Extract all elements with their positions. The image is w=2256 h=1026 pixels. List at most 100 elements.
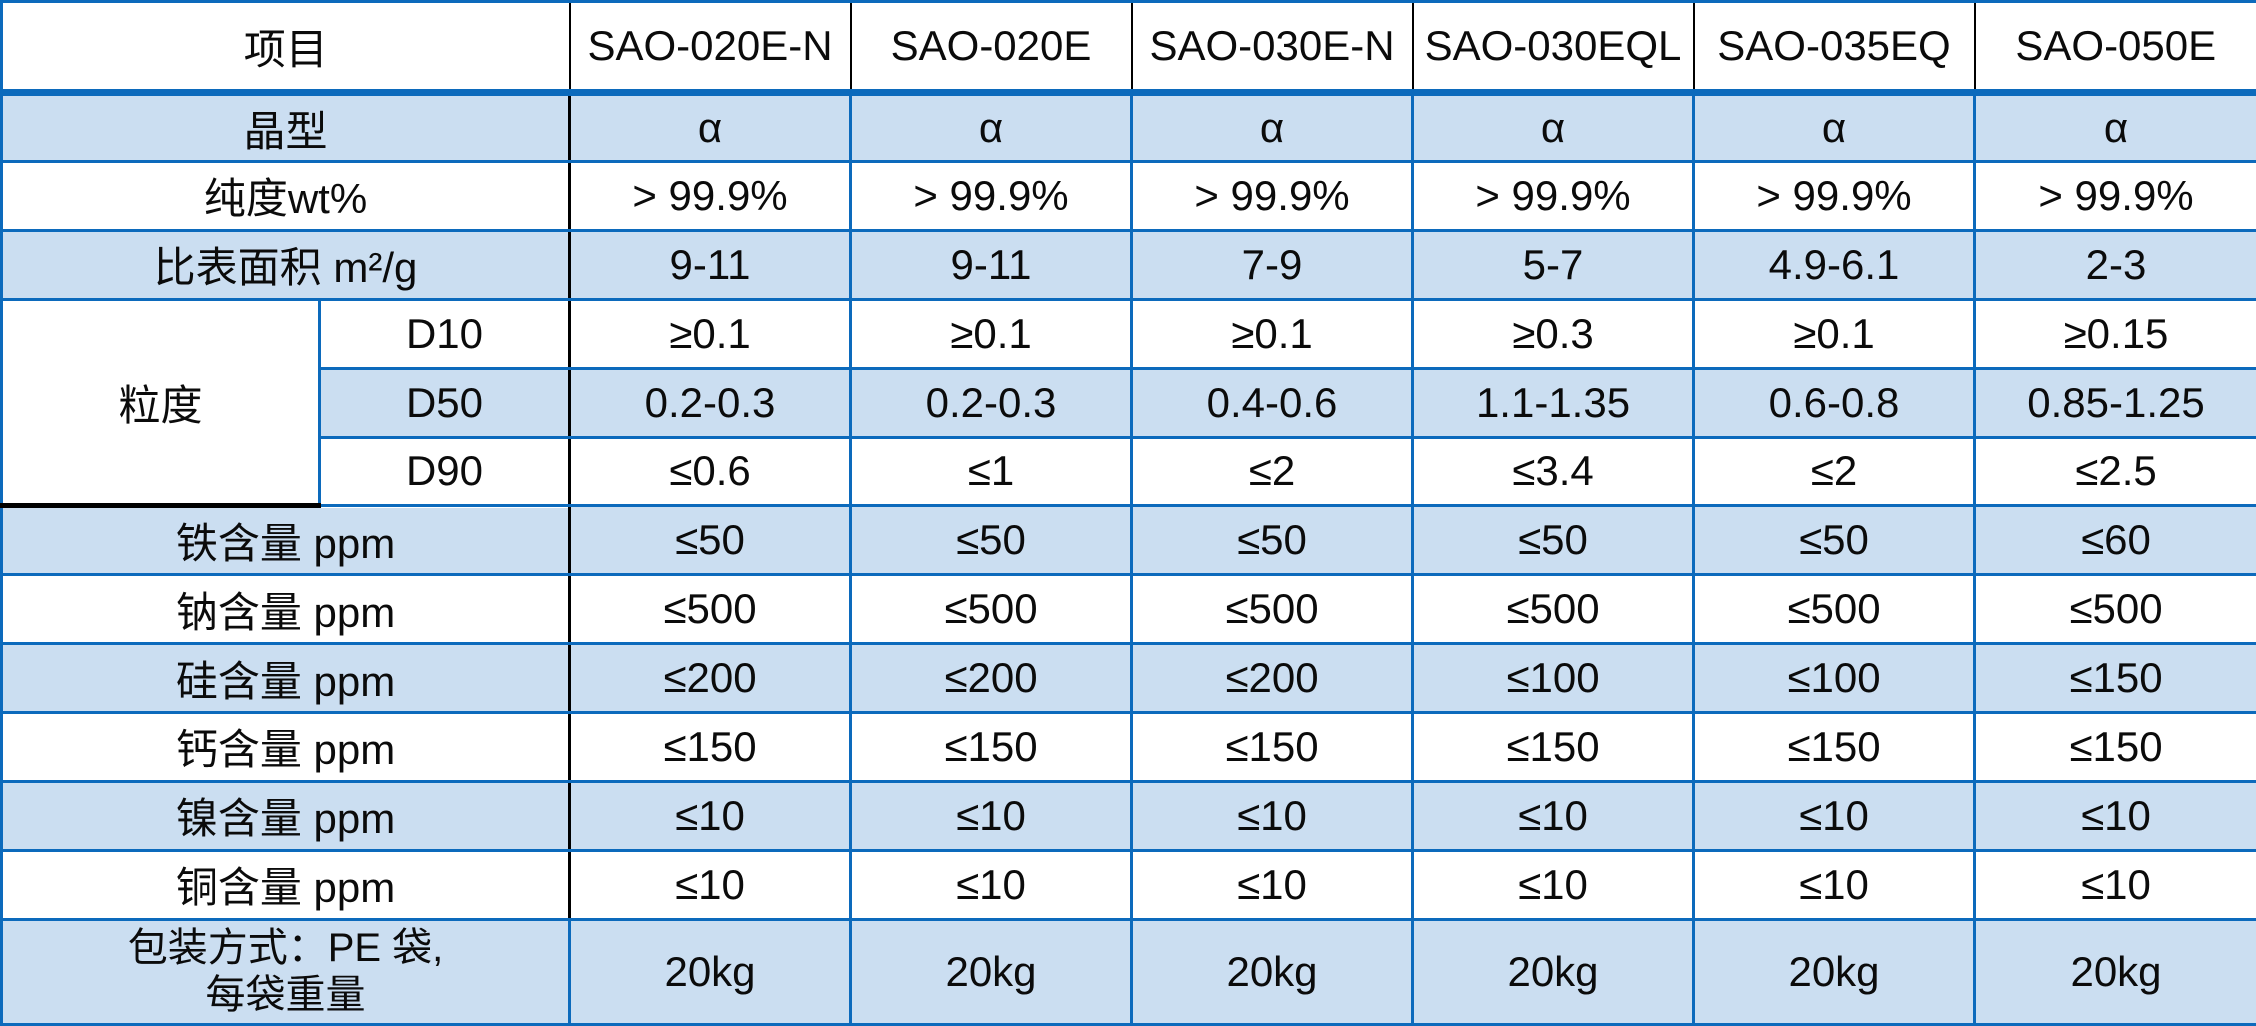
row-purity: 纯度wt% > 99.9% > 99.9% > 99.9% > 99.9% > … <box>0 160 2256 232</box>
cell-si-4: ≤100 <box>1411 642 1696 715</box>
row-silicon-content: 硅含量 ppm ≤200 ≤200 ≤200 ≤100 ≤100 ≤150 <box>0 642 2256 715</box>
cell-si-3: ≤200 <box>1130 642 1415 715</box>
cell-d50-4: 1.1-1.35 <box>1411 366 1696 439</box>
row-surface-area: 比表面积 m²/g 9-11 9-11 7-9 5-7 4.9-6.1 2-3 <box>0 228 2256 301</box>
cell-ca-6: ≤150 <box>1973 711 2256 783</box>
cell-ca-4: ≤150 <box>1411 711 1696 783</box>
cell-purity-5: > 99.9% <box>1692 160 1977 232</box>
cell-ssa-5: 4.9-6.1 <box>1692 228 1977 301</box>
cell-pack-4: 20kg <box>1411 917 1696 1026</box>
cell-d90-6: ≤2.5 <box>1973 435 2256 508</box>
col-header-sao-035eq: SAO-035EQ <box>1692 0 1976 97</box>
col-header-sao-030eql: SAO-030EQL <box>1411 0 1695 97</box>
cell-na-5: ≤500 <box>1692 573 1977 646</box>
cell-cu-3: ≤10 <box>1130 848 1415 921</box>
cell-d10-6: ≥0.15 <box>1973 297 2256 370</box>
row-packaging: 包装方式：PE 袋, 每袋重量 20kg 20kg 20kg 20kg 20kg… <box>0 917 2256 1026</box>
cell-ssa-4: 5-7 <box>1411 228 1696 301</box>
row-iron-content: 铁含量 ppm ≤50 ≤50 ≤50 ≤50 ≤50 ≤60 <box>0 504 2256 577</box>
cell-d90-4: ≤3.4 <box>1411 435 1696 508</box>
cell-si-2: ≤200 <box>849 642 1134 715</box>
cell-cu-5: ≤10 <box>1692 848 1977 921</box>
cell-si-6: ≤150 <box>1973 642 2256 715</box>
row-label-packaging: 包装方式：PE 袋, 每袋重量 <box>0 917 572 1026</box>
row-label-surface-area: 比表面积 m²/g <box>0 228 572 301</box>
cell-fe-3: ≤50 <box>1130 504 1415 577</box>
packaging-label-line1: 包装方式：PE 袋, <box>127 925 444 970</box>
cell-na-3: ≤500 <box>1130 573 1415 646</box>
row-label-iron: 铁含量 ppm <box>0 504 572 577</box>
cell-ni-6: ≤10 <box>1973 779 2256 852</box>
cell-d90-1: ≤0.6 <box>568 435 853 508</box>
cell-fe-5: ≤50 <box>1692 504 1977 577</box>
cell-d90-5: ≤2 <box>1692 435 1977 508</box>
cell-ssa-6: 2-3 <box>1973 228 2256 301</box>
cell-ca-5: ≤150 <box>1692 711 1977 783</box>
row-calcium-content: 钙含量 ppm ≤150 ≤150 ≤150 ≤150 ≤150 ≤150 <box>0 711 2256 783</box>
cell-pack-3: 20kg <box>1130 917 1415 1026</box>
cell-d10-3: ≥0.1 <box>1130 297 1415 370</box>
cell-purity-2: > 99.9% <box>849 160 1134 232</box>
row-crystal-form: 晶型 α α α α α α <box>0 91 2256 164</box>
cell-crystal-4: α <box>1411 91 1696 164</box>
cell-cu-2: ≤10 <box>849 848 1134 921</box>
cell-fe-2: ≤50 <box>849 504 1134 577</box>
cell-fe-1: ≤50 <box>568 504 853 577</box>
cell-purity-4: > 99.9% <box>1411 160 1696 232</box>
cell-d50-1: 0.2-0.3 <box>568 366 853 439</box>
cell-cu-4: ≤10 <box>1411 848 1696 921</box>
row-d50: D50 0.2-0.3 0.2-0.3 0.4-0.6 1.1-1.35 0.6… <box>2 366 2256 439</box>
cell-d10-1: ≥0.1 <box>568 297 853 370</box>
cell-ni-4: ≤10 <box>1411 779 1696 852</box>
row-group-particle-size-label: 粒度 <box>0 297 321 509</box>
cell-d10-4: ≥0.3 <box>1411 297 1696 370</box>
row-label-purity: 纯度wt% <box>0 160 572 232</box>
packaging-label-line2: 每袋重量 <box>205 972 366 1017</box>
cell-d50-3: 0.4-0.6 <box>1130 366 1415 439</box>
row-label-calcium: 钙含量 ppm <box>0 711 572 783</box>
row-d90: D90 ≤0.6 ≤1 ≤2 ≤3.4 ≤2 ≤2.5 <box>2 435 2256 508</box>
cell-crystal-2: α <box>849 91 1134 164</box>
cell-ssa-1: 9-11 <box>568 228 853 301</box>
cell-d10-2: ≥0.1 <box>849 297 1134 370</box>
cell-na-2: ≤500 <box>849 573 1134 646</box>
col-header-sao-020e-n: SAO-020E-N <box>568 0 852 97</box>
cell-cu-1: ≤10 <box>568 848 853 921</box>
cell-d50-2: 0.2-0.3 <box>849 366 1134 439</box>
col-header-sao-030e-n: SAO-030E-N <box>1130 0 1414 97</box>
cell-ni-3: ≤10 <box>1130 779 1415 852</box>
cell-ca-2: ≤150 <box>849 711 1134 783</box>
row-d10: 粒度 D10 ≥0.1 ≥0.1 ≥0.1 ≥0.3 ≥0.1 ≥0.15 <box>0 297 2256 509</box>
cell-d50-5: 0.6-0.8 <box>1692 366 1977 439</box>
cell-na-4: ≤500 <box>1411 573 1696 646</box>
cell-si-1: ≤200 <box>568 642 853 715</box>
col-header-sao-020e: SAO-020E <box>849 0 1133 97</box>
row-label-d90: D90 <box>317 435 572 508</box>
cell-pack-2: 20kg <box>849 917 1134 1026</box>
cell-ssa-3: 7-9 <box>1130 228 1415 301</box>
cell-d10-5: ≥0.1 <box>1692 297 1977 370</box>
cell-purity-6: > 99.9% <box>1973 160 2256 232</box>
row-label-crystal-form: 晶型 <box>0 91 572 164</box>
row-sodium-content: 钠含量 ppm ≤500 ≤500 ≤500 ≤500 ≤500 ≤500 <box>0 573 2256 646</box>
row-label-silicon: 硅含量 ppm <box>0 642 572 715</box>
cell-fe-6: ≤60 <box>1973 504 2256 577</box>
header-item: 项目 <box>0 0 571 97</box>
row-nickel-content: 镍含量 ppm ≤10 ≤10 ≤10 ≤10 ≤10 ≤10 <box>0 779 2256 852</box>
row-label-d50: D50 <box>317 366 572 439</box>
cell-ni-1: ≤10 <box>568 779 853 852</box>
cell-ca-3: ≤150 <box>1130 711 1415 783</box>
cell-cu-6: ≤10 <box>1973 848 2256 921</box>
cell-crystal-6: α <box>1973 91 2256 164</box>
col-header-sao-050e: SAO-050E <box>1973 0 2256 97</box>
cell-si-5: ≤100 <box>1692 642 1977 715</box>
cell-na-1: ≤500 <box>568 573 853 646</box>
cell-ni-2: ≤10 <box>849 779 1134 852</box>
cell-crystal-1: α <box>568 91 853 164</box>
cell-d90-3: ≤2 <box>1130 435 1415 508</box>
cell-d50-6: 0.85-1.25 <box>1973 366 2256 439</box>
row-label-sodium: 钠含量 ppm <box>0 573 572 646</box>
cell-crystal-3: α <box>1130 91 1415 164</box>
cell-purity-1: > 99.9% <box>568 160 853 232</box>
